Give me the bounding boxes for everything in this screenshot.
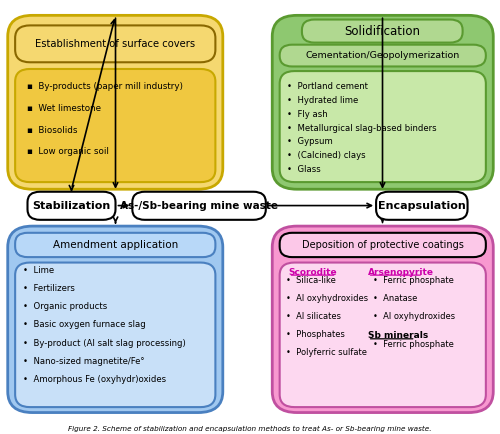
Text: Encapsulation: Encapsulation <box>378 201 466 211</box>
FancyBboxPatch shape <box>280 263 486 407</box>
Text: •  Al oxyhydroxides: • Al oxyhydroxides <box>286 294 368 302</box>
Text: •  Ferric phosphate: • Ferric phosphate <box>372 276 454 285</box>
FancyBboxPatch shape <box>302 20 462 43</box>
Text: •  Fertilizers: • Fertilizers <box>22 284 74 293</box>
Text: •  Polyferric sulfate: • Polyferric sulfate <box>286 348 366 357</box>
FancyBboxPatch shape <box>272 15 494 189</box>
Text: Scorodite: Scorodite <box>288 268 337 277</box>
FancyBboxPatch shape <box>272 226 494 413</box>
Text: •  Ferric phosphate: • Ferric phosphate <box>372 340 454 349</box>
Text: •  Basic oxygen furnace slag: • Basic oxygen furnace slag <box>22 320 146 329</box>
FancyBboxPatch shape <box>280 45 486 66</box>
Text: Arsenopyrite: Arsenopyrite <box>368 268 434 277</box>
FancyBboxPatch shape <box>376 192 468 220</box>
FancyBboxPatch shape <box>280 233 486 257</box>
Text: •  By-product (Al salt slag processing): • By-product (Al salt slag processing) <box>22 339 186 348</box>
Text: Deposition of protective coatings: Deposition of protective coatings <box>302 240 464 250</box>
Text: Amendment application: Amendment application <box>53 240 178 250</box>
FancyBboxPatch shape <box>15 263 216 407</box>
FancyBboxPatch shape <box>280 71 486 182</box>
Text: •  Amorphous Fe (oxyhydr)oxides: • Amorphous Fe (oxyhydr)oxides <box>22 375 166 384</box>
Text: •  Al silicates: • Al silicates <box>286 312 341 321</box>
Text: •  Phosphates: • Phosphates <box>286 330 344 339</box>
FancyBboxPatch shape <box>15 233 216 257</box>
FancyBboxPatch shape <box>15 69 216 182</box>
Text: •  Nano-sized magnetite/Fe°: • Nano-sized magnetite/Fe° <box>22 356 144 365</box>
Text: •  Metallurgical slag-based binders: • Metallurgical slag-based binders <box>287 124 436 132</box>
Text: •  Gypsum: • Gypsum <box>287 138 333 146</box>
Text: •  Lime: • Lime <box>22 266 54 276</box>
Text: Cementation/Geopolymerization: Cementation/Geopolymerization <box>306 51 460 60</box>
Text: Establishment of surface covers: Establishment of surface covers <box>36 39 196 49</box>
Text: •  Organic products: • Organic products <box>22 302 107 312</box>
FancyBboxPatch shape <box>15 26 216 62</box>
Text: As-/Sb-bearing mine waste: As-/Sb-bearing mine waste <box>120 201 278 211</box>
Text: Figure 2. Scheme of stabilization and encapsulation methods to treat As- or Sb-b: Figure 2. Scheme of stabilization and en… <box>68 426 432 432</box>
FancyBboxPatch shape <box>28 192 116 220</box>
Text: •  Anatase: • Anatase <box>372 294 417 302</box>
Text: ▪  Low organic soil: ▪ Low organic soil <box>26 148 108 156</box>
Text: •  Fly ash: • Fly ash <box>287 110 328 119</box>
Text: Sb minerals: Sb minerals <box>368 332 428 340</box>
Text: Stabilization: Stabilization <box>32 201 110 211</box>
Text: •  Silica-like: • Silica-like <box>286 276 336 285</box>
Text: •  Hydrated lime: • Hydrated lime <box>287 96 358 105</box>
Text: •  Glass: • Glass <box>287 165 321 174</box>
FancyBboxPatch shape <box>132 192 266 220</box>
Text: •  Portland cement: • Portland cement <box>287 82 368 91</box>
FancyBboxPatch shape <box>8 15 223 189</box>
Text: •  (Calcined) clays: • (Calcined) clays <box>287 151 366 160</box>
FancyBboxPatch shape <box>8 226 223 413</box>
Text: ▪  By-products (paper mill industry): ▪ By-products (paper mill industry) <box>26 82 182 91</box>
Text: ▪  Wet limestone: ▪ Wet limestone <box>26 104 101 113</box>
Text: ▪  Biosolids: ▪ Biosolids <box>26 126 77 135</box>
Text: •  Al oxyhydroxides: • Al oxyhydroxides <box>372 312 454 321</box>
Text: Solidification: Solidification <box>344 25 420 38</box>
